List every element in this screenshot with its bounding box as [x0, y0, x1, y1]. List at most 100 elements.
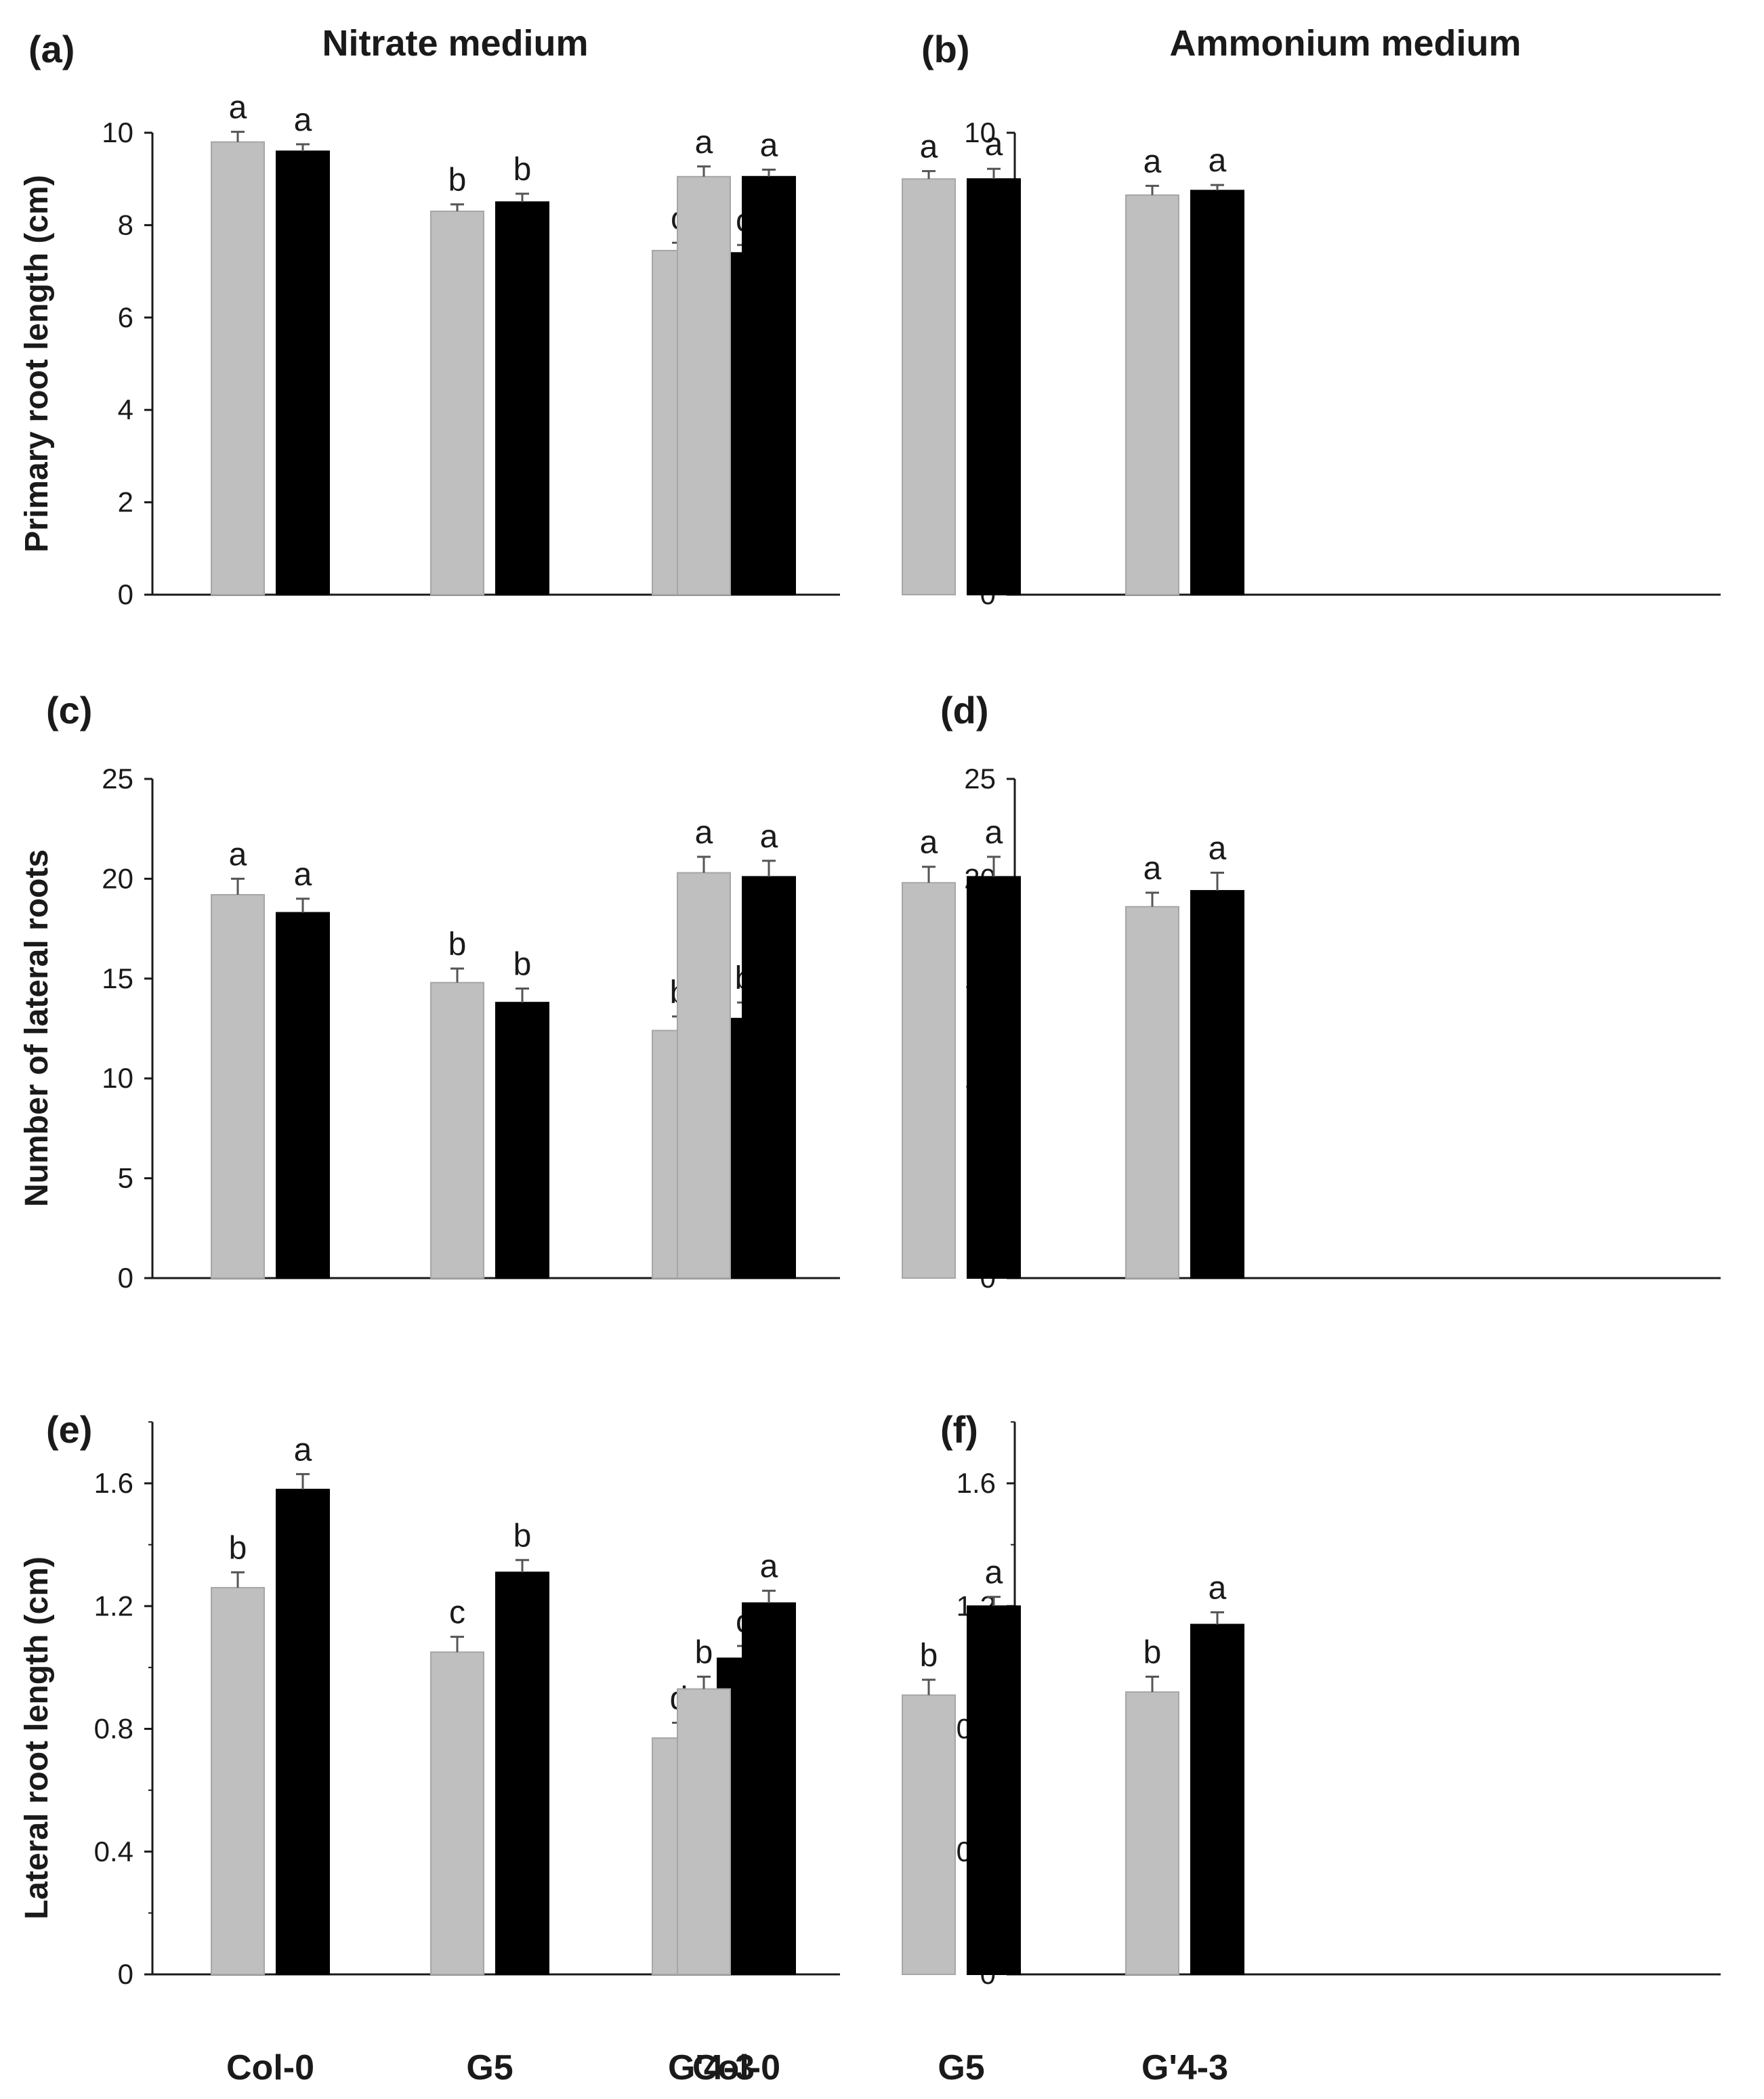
- y-tick-label: 4: [118, 394, 133, 425]
- significance-label: a: [1209, 831, 1227, 867]
- y-tick-label: 0: [118, 1262, 133, 1294]
- y-tick-label: 2: [118, 486, 133, 518]
- y-tick-label: 20: [102, 862, 133, 894]
- category-label: Col-0: [226, 2048, 314, 2087]
- significance-label: a: [695, 815, 713, 851]
- significance-label: a: [229, 90, 247, 126]
- y-tick-label: 10: [964, 116, 996, 148]
- bar-treatment-1: [495, 1002, 549, 1279]
- panel-label: (a): [28, 28, 75, 70]
- chart-panel-3: (d)0510152025aaaaaa: [677, 689, 1721, 1294]
- bar-control-0: [211, 141, 265, 595]
- significance-label: b: [448, 163, 467, 198]
- panel-label: (f): [940, 1408, 978, 1451]
- significance-label: a: [1143, 144, 1162, 179]
- panel-label: (c): [46, 689, 92, 732]
- significance-label: c: [449, 1595, 465, 1631]
- bar-treatment-2: [1190, 1624, 1244, 1975]
- panel-label: (e): [46, 1408, 92, 1451]
- significance-label: a: [294, 102, 312, 138]
- bar-control-1: [430, 210, 484, 595]
- y-tick-label: 10: [102, 1062, 133, 1094]
- bar-control-0: [211, 893, 265, 1279]
- significance-label: a: [1209, 143, 1227, 179]
- significance-label: a: [760, 1549, 778, 1585]
- y-axis-title: Lateral root length (cm): [19, 1556, 55, 1920]
- y-tick-label: 8: [118, 209, 133, 240]
- y-tick-label: 1.6: [94, 1467, 133, 1499]
- bar-control-2: [1125, 906, 1179, 1279]
- significance-label: b: [513, 947, 532, 983]
- category-label: Col-0: [692, 2048, 780, 2087]
- bar-treatment-0: [276, 150, 330, 595]
- category-label: G5: [938, 2048, 984, 2087]
- chart-panel-1: (b)Ammonium medium0246810aaaaaa: [677, 23, 1721, 610]
- category-label: G'4-3: [668, 2048, 755, 2087]
- bar-control-1: [430, 981, 484, 1279]
- significance-label: a: [920, 129, 938, 165]
- bar-treatment-0: [742, 175, 796, 596]
- category-label: G5: [466, 2048, 513, 2087]
- bar-treatment-1: [967, 1605, 1021, 1975]
- bar-treatment-1: [967, 178, 1021, 595]
- y-tick-label: 0.8: [94, 1713, 133, 1745]
- significance-label: b: [229, 1530, 247, 1566]
- significance-label: b: [920, 1638, 938, 1674]
- y-axis-title: Primary root length (cm): [19, 175, 55, 552]
- significance-label: b: [513, 1518, 532, 1554]
- significance-label: a: [985, 815, 1003, 851]
- y-tick-label: 0.4: [94, 1836, 133, 1867]
- significance-label: a: [760, 128, 778, 164]
- significance-label: a: [294, 857, 312, 893]
- significance-label: a: [920, 825, 938, 861]
- significance-label: a: [294, 1432, 312, 1468]
- panel-label: (d): [940, 689, 989, 732]
- bar-control-2: [1125, 1691, 1179, 1975]
- significance-label: a: [695, 125, 713, 161]
- significance-label: a: [1209, 1570, 1227, 1606]
- y-tick-label: 0: [118, 578, 133, 610]
- significance-label: a: [229, 836, 247, 872]
- bar-control-0: [211, 1587, 265, 1975]
- y-tick-label: 10: [102, 116, 133, 148]
- significance-label: b: [448, 927, 467, 962]
- bar-treatment-0: [276, 1489, 330, 1975]
- y-tick-label: 6: [118, 301, 133, 333]
- significance-label: a: [1143, 851, 1162, 887]
- bar-control-1: [902, 882, 956, 1279]
- bar-treatment-0: [276, 912, 330, 1279]
- y-tick-label: 5: [118, 1162, 133, 1194]
- bar-treatment-0: [742, 876, 796, 1279]
- bar-treatment-2: [1190, 890, 1244, 1279]
- bar-treatment-1: [967, 876, 1021, 1279]
- significance-label: a: [760, 819, 778, 855]
- bar-control-0: [677, 872, 731, 1279]
- y-tick-label: 1.2: [94, 1590, 133, 1621]
- bar-control-1: [902, 1694, 956, 1975]
- significance-label: a: [985, 1555, 1003, 1591]
- bar-control-0: [677, 1688, 731, 1975]
- bar-control-1: [430, 1651, 484, 1975]
- chart-panel-2: (c) 0 5 10 15 20 25 Number of lateral roots a a b b…: [19, 689, 840, 1294]
- y-tick-label: 25: [102, 763, 133, 794]
- bar-control-2: [1125, 194, 1179, 595]
- bar-control-1: [902, 178, 956, 595]
- bar-control-0: [677, 175, 731, 596]
- significance-label: b: [513, 152, 532, 188]
- bar-treatment-0: [742, 1602, 796, 1975]
- y-axis-title: Number of lateral roots: [19, 849, 55, 1207]
- y-tick-label: 1.6: [957, 1467, 996, 1499]
- significance-label: b: [695, 1634, 713, 1670]
- bar-treatment-2: [1190, 190, 1244, 595]
- y-tick-label: 25: [964, 763, 996, 794]
- category-label: G'4-3: [1141, 2048, 1228, 2087]
- y-tick-label: 15: [102, 962, 133, 994]
- bar-treatment-1: [495, 1571, 549, 1975]
- panel-title: Nitrate medium: [322, 23, 588, 64]
- panel-title: Ammonium medium: [1169, 23, 1521, 64]
- bar-treatment-1: [495, 201, 549, 595]
- panel-label: (b): [921, 28, 970, 70]
- y-tick-label: 0: [118, 1958, 133, 1990]
